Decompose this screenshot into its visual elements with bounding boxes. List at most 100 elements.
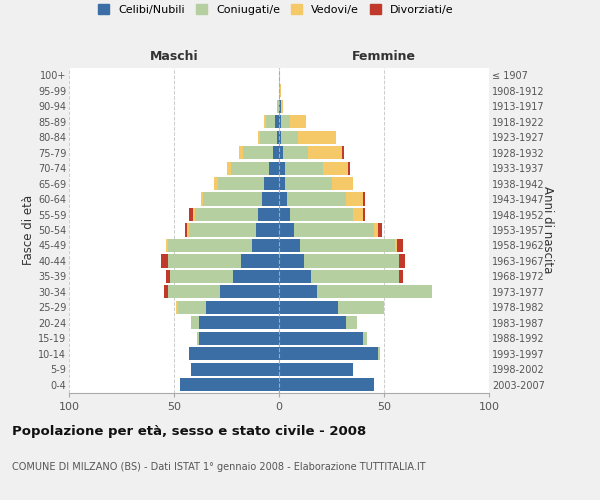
Bar bbox=[166, 270, 170, 283]
Bar bbox=[214, 177, 218, 190]
Bar bbox=[300, 239, 395, 252]
Bar bbox=[279, 332, 363, 345]
Bar bbox=[346, 316, 356, 330]
Bar bbox=[286, 177, 331, 190]
Bar bbox=[275, 115, 279, 128]
Bar bbox=[353, 208, 363, 221]
Bar bbox=[258, 208, 279, 221]
Bar bbox=[279, 84, 281, 98]
Bar bbox=[262, 192, 279, 205]
Bar bbox=[269, 162, 279, 174]
Bar bbox=[283, 146, 308, 159]
Bar bbox=[279, 362, 353, 376]
Y-axis label: Fasce di età: Fasce di età bbox=[22, 195, 35, 265]
Text: Maschi: Maschi bbox=[149, 50, 199, 62]
Legend: Celibi/Nubili, Coniugati/e, Vedovi/e, Divorziati/e: Celibi/Nubili, Coniugati/e, Vedovi/e, Di… bbox=[94, 0, 458, 20]
Bar bbox=[398, 254, 405, 268]
Bar bbox=[311, 270, 398, 283]
Bar bbox=[279, 162, 286, 174]
Text: COMUNE DI MILZANO (BS) - Dati ISTAT 1° gennaio 2008 - Elaborazione TUTTITALIA.IT: COMUNE DI MILZANO (BS) - Dati ISTAT 1° g… bbox=[12, 462, 425, 472]
Bar bbox=[189, 347, 279, 360]
Bar bbox=[287, 192, 346, 205]
Bar bbox=[279, 115, 281, 128]
Bar bbox=[227, 162, 231, 174]
Bar bbox=[218, 177, 265, 190]
Bar bbox=[279, 177, 286, 190]
Bar bbox=[279, 286, 317, 298]
Bar bbox=[279, 208, 290, 221]
Bar bbox=[281, 100, 283, 113]
Bar bbox=[195, 208, 258, 221]
Bar bbox=[397, 239, 403, 252]
Bar bbox=[191, 362, 279, 376]
Bar bbox=[331, 177, 353, 190]
Bar bbox=[191, 316, 199, 330]
Text: Anni di nascita: Anni di nascita bbox=[541, 186, 554, 274]
Bar bbox=[279, 146, 283, 159]
Bar bbox=[185, 224, 187, 236]
Bar bbox=[168, 239, 252, 252]
Bar bbox=[398, 270, 403, 283]
Bar bbox=[281, 130, 298, 143]
Bar bbox=[348, 162, 350, 174]
Bar bbox=[363, 208, 365, 221]
Bar bbox=[199, 332, 279, 345]
Bar bbox=[279, 100, 281, 113]
Bar bbox=[279, 270, 311, 283]
Bar bbox=[286, 162, 323, 174]
Bar bbox=[264, 115, 266, 128]
Bar bbox=[279, 224, 294, 236]
Bar bbox=[290, 208, 353, 221]
Bar bbox=[279, 254, 304, 268]
Bar bbox=[290, 115, 307, 128]
Bar bbox=[304, 254, 398, 268]
Bar bbox=[363, 192, 365, 205]
Bar bbox=[266, 115, 275, 128]
Bar bbox=[193, 208, 195, 221]
Bar bbox=[189, 208, 193, 221]
Bar bbox=[298, 130, 336, 143]
Bar bbox=[279, 130, 281, 143]
Bar bbox=[272, 146, 279, 159]
Bar bbox=[161, 254, 168, 268]
Bar bbox=[178, 301, 205, 314]
Bar bbox=[205, 301, 279, 314]
Bar bbox=[279, 301, 338, 314]
Bar bbox=[279, 316, 346, 330]
Bar bbox=[197, 332, 199, 345]
Bar bbox=[281, 115, 290, 128]
Bar bbox=[241, 254, 279, 268]
Bar bbox=[168, 254, 241, 268]
Text: Femmine: Femmine bbox=[352, 50, 416, 62]
Bar bbox=[279, 378, 373, 392]
Bar bbox=[202, 192, 203, 205]
Text: Popolazione per età, sesso e stato civile - 2008: Popolazione per età, sesso e stato civil… bbox=[12, 425, 366, 438]
Bar bbox=[168, 286, 220, 298]
Bar bbox=[166, 239, 168, 252]
Bar bbox=[363, 332, 367, 345]
Bar bbox=[373, 224, 378, 236]
Bar bbox=[277, 100, 279, 113]
Bar bbox=[279, 347, 378, 360]
Bar bbox=[176, 301, 178, 314]
Bar bbox=[395, 239, 397, 252]
Bar bbox=[252, 239, 279, 252]
Bar bbox=[181, 378, 279, 392]
Bar bbox=[244, 146, 272, 159]
Bar bbox=[239, 146, 244, 159]
Bar bbox=[260, 130, 277, 143]
Bar bbox=[258, 130, 260, 143]
Bar bbox=[378, 347, 380, 360]
Bar bbox=[346, 192, 363, 205]
Bar bbox=[256, 224, 279, 236]
Bar bbox=[220, 286, 279, 298]
Bar bbox=[230, 162, 269, 174]
Bar bbox=[294, 224, 373, 236]
Bar bbox=[323, 162, 348, 174]
Bar bbox=[279, 192, 287, 205]
Bar bbox=[279, 239, 300, 252]
Bar bbox=[265, 177, 279, 190]
Bar bbox=[164, 286, 168, 298]
Bar bbox=[338, 301, 384, 314]
Bar bbox=[342, 146, 344, 159]
